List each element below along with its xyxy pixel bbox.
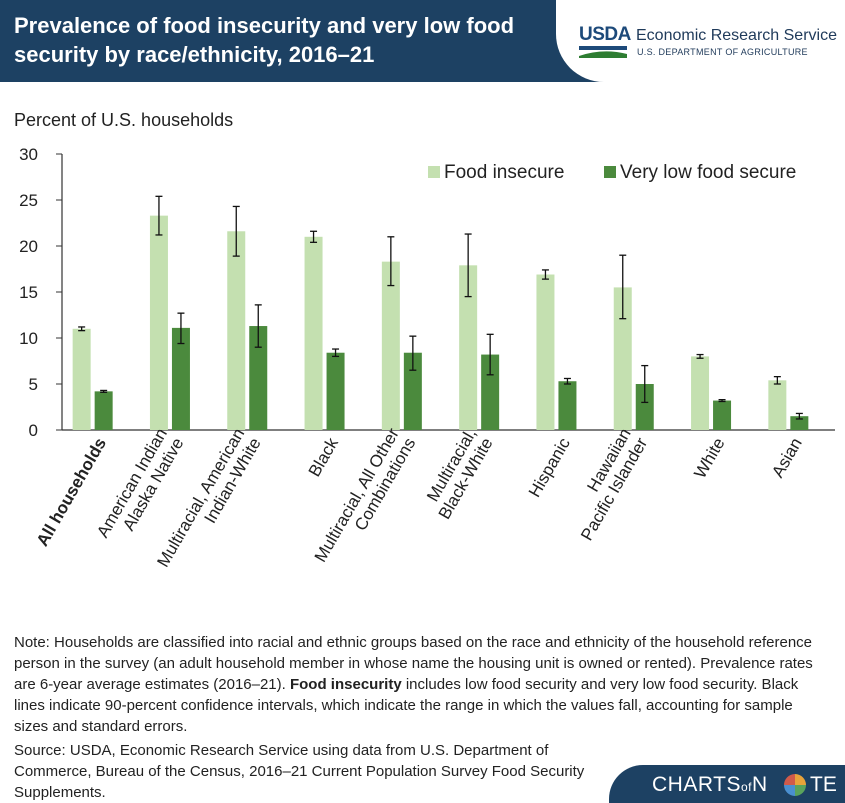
bar-food-insecure — [149, 215, 168, 430]
y-tick-label: 25 — [19, 191, 38, 210]
y-tick-label: 10 — [19, 329, 38, 348]
chart-note: Note: Households are classified into rac… — [14, 632, 829, 737]
x-category-label: Black — [305, 434, 342, 480]
bar-very-low-food-secure — [558, 381, 577, 430]
logo-panel — [556, 0, 845, 82]
bar-very-low-food-secure — [403, 352, 422, 430]
legend-swatch-food-insecure — [428, 166, 440, 178]
bar-food-insecure — [613, 287, 632, 430]
bar-very-low-food-secure — [481, 354, 500, 430]
bar-food-insecure — [768, 380, 787, 430]
bar-very-low-food-secure — [171, 327, 190, 430]
bar-food-insecure — [691, 356, 710, 430]
y-axis-label: Percent of U.S. households — [14, 110, 234, 130]
usda-logo-icon — [579, 46, 627, 58]
legend-label-food-insecure: Food insecure — [444, 162, 564, 183]
agency-name: Economic Research Service — [636, 27, 837, 44]
note-text-1: Note: Households are classified into rac… — [14, 634, 813, 693]
bar-food-insecure — [459, 265, 478, 430]
chart-title: Prevalence of food insecurity and very l… — [14, 13, 515, 67]
chart-source: Source: USDA, Economic Research Service … — [14, 742, 585, 801]
bar-very-low-food-secure — [635, 384, 654, 430]
bar-very-low-food-secure — [94, 391, 113, 430]
bar-very-low-food-secure — [326, 352, 345, 430]
x-category-label: White — [690, 435, 728, 482]
bar-food-insecure — [381, 261, 400, 430]
department-name: U.S. DEPARTMENT OF AGRICULTURE — [637, 47, 808, 57]
note-text-2: includes low food security and very low … — [14, 676, 799, 735]
usda-logo-text: USDA — [579, 24, 631, 45]
y-tick-label: 30 — [19, 145, 38, 164]
y-tick-label: 5 — [29, 375, 38, 394]
bar-very-low-food-secure — [249, 326, 268, 430]
charts-of-note-logo: CHARTSofN — [652, 773, 768, 797]
x-category-label: Multiracial,Black-White — [418, 425, 496, 523]
bar-food-insecure — [536, 274, 555, 430]
note-bold: Food insecurity — [289, 676, 402, 693]
legend-swatch-very-low — [604, 166, 616, 178]
brand-part-1: CHARTS — [652, 773, 741, 796]
x-category-label: HawaiianPacific Islander — [561, 425, 652, 544]
legend-label-very-low: Very low food secure — [620, 162, 796, 183]
y-tick-label: 0 — [29, 421, 38, 440]
bar-food-insecure — [72, 328, 91, 430]
y-tick-label: 15 — [19, 283, 38, 302]
brand-part-3: N — [751, 773, 768, 796]
bar-very-low-food-secure — [790, 416, 809, 430]
x-category-label: Asian — [768, 435, 806, 481]
y-tick-label: 20 — [19, 237, 38, 256]
bar-food-insecure — [304, 236, 323, 430]
brand-part-4: TE — [810, 773, 837, 796]
x-category-label: Hispanic — [525, 434, 574, 500]
bar-very-low-food-secure — [713, 400, 732, 430]
bar-food-insecure — [227, 231, 246, 430]
brand-part-2: of — [740, 780, 752, 794]
pinwheel-icon — [784, 774, 806, 796]
